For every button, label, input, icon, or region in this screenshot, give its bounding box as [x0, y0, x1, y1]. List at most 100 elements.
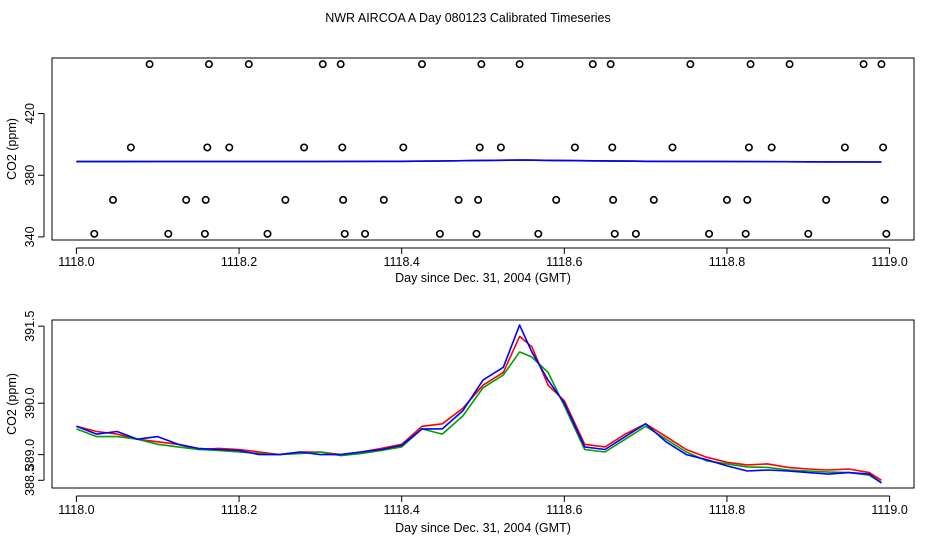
x-tick-label: 1118.0 — [58, 503, 94, 517]
lower-x-axis: 1118.0 1118.2 1118.4 1118.6 1118.8 1119.0 — [58, 495, 908, 517]
scatter-point — [454, 195, 463, 204]
scatter-point — [743, 195, 752, 204]
scatter-point — [472, 229, 481, 238]
upper-x-axis: 1118.0 1118.2 1118.4 1118.6 1118.8 1119.0 — [58, 247, 908, 269]
scatter-point — [534, 229, 543, 238]
y-tick-label: 420 — [23, 103, 37, 124]
scatter-point — [588, 60, 597, 69]
scatter-point — [804, 229, 813, 238]
scatter-point — [418, 60, 427, 69]
scatter-point — [300, 143, 309, 152]
y-tick-label: 390.0 — [23, 388, 37, 419]
scatter-point — [722, 195, 731, 204]
lower-series-lines — [76, 324, 882, 484]
scatter-point — [608, 143, 617, 152]
scatter-point — [515, 60, 524, 69]
scatter-point — [649, 195, 658, 204]
scatter-point — [785, 60, 794, 69]
scatter-point — [741, 229, 750, 238]
x-tick-label: 1118.2 — [221, 255, 257, 269]
y-tick-label: 380 — [23, 165, 37, 186]
scatter-point — [880, 195, 889, 204]
upper-plot-frame — [51, 57, 915, 241]
scatter-point — [686, 60, 695, 69]
lower-plot-frame — [51, 319, 915, 489]
x-tick-label: 1118.6 — [546, 503, 582, 517]
upper-x-axis-label: Day since Dec. 31, 2004 (GMT) — [395, 271, 571, 285]
scatter-point — [318, 60, 327, 69]
scatter-point — [879, 143, 888, 152]
x-tick-label: 1119.0 — [871, 255, 907, 269]
scatter-point — [203, 143, 212, 152]
scatter-point — [164, 229, 173, 238]
series-line — [76, 159, 882, 163]
upper-scatter-panel: 340 380 420 1118.0 1118.2 1118.4 1118.6 1118.8… — [5, 57, 915, 285]
scatter-point — [668, 143, 677, 152]
upper-mean-lines — [76, 159, 882, 163]
scatter-point — [475, 143, 484, 152]
scatter-point — [338, 143, 347, 152]
scatter-point — [200, 229, 209, 238]
scatter-point — [379, 195, 388, 204]
scatter-point — [244, 60, 253, 69]
scatter-point — [606, 60, 615, 69]
x-tick-label: 1119.0 — [871, 503, 907, 517]
scatter-point — [182, 195, 191, 204]
lower-x-axis-label: Day since Dec. 31, 2004 (GMT) — [395, 521, 571, 535]
x-tick-label: 1118.4 — [383, 255, 419, 269]
y-tick-label: 340 — [23, 226, 37, 247]
x-tick-label: 1118.0 — [58, 255, 94, 269]
scatter-point — [225, 143, 234, 152]
y-tick-label: 388.5 — [23, 465, 37, 496]
scatter-point — [399, 143, 408, 152]
x-tick-label: 1118.6 — [546, 255, 582, 269]
scatter-point — [631, 229, 640, 238]
scatter-point — [281, 195, 290, 204]
scatter-point — [474, 195, 483, 204]
scatter-point — [339, 195, 348, 204]
upper-y-axis: 340 380 420 — [23, 103, 45, 247]
scatter-point — [145, 60, 154, 69]
scatter-point — [822, 195, 831, 204]
series-line — [76, 335, 882, 481]
scatter-point — [552, 195, 561, 204]
scatter-point — [570, 143, 579, 152]
scatter-point — [361, 229, 370, 238]
scatter-point — [746, 60, 755, 69]
scatter-point — [340, 229, 349, 238]
lower-y-axis-label: CO2 (ppm) — [5, 373, 19, 435]
scatter-point — [610, 229, 619, 238]
scatter-point — [126, 143, 135, 152]
scatter-point — [336, 60, 345, 69]
scatter-point — [882, 229, 891, 238]
scatter-point — [705, 229, 714, 238]
scatter-point — [840, 143, 849, 152]
x-tick-label: 1118.8 — [709, 503, 745, 517]
scatter-point — [859, 60, 868, 69]
series-line — [76, 324, 882, 484]
scatter-point — [435, 229, 444, 238]
upper-y-axis-label: CO2 (ppm) — [5, 118, 19, 180]
series-line — [76, 351, 882, 484]
scatter-point — [201, 195, 210, 204]
scatter-point — [744, 143, 753, 152]
y-tick-label: 391.5 — [23, 310, 37, 341]
scatter-point — [204, 60, 213, 69]
x-tick-label: 1118.2 — [221, 503, 257, 517]
scatter-point — [263, 229, 272, 238]
scatter-point — [477, 60, 486, 69]
scatter-point — [877, 60, 886, 69]
figure-title: NWR AIRCOA A Day 080123 Calibrated Times… — [325, 11, 611, 25]
scatter-point — [108, 195, 117, 204]
scatter-point — [496, 143, 505, 152]
x-tick-label: 1118.8 — [709, 255, 745, 269]
scatter-point — [609, 195, 618, 204]
x-tick-label: 1118.4 — [383, 503, 419, 517]
scatter-point — [767, 143, 776, 152]
upper-scatter-points — [90, 60, 891, 238]
scatter-point — [90, 229, 99, 238]
y-tick-label: 389.0 — [23, 439, 37, 470]
